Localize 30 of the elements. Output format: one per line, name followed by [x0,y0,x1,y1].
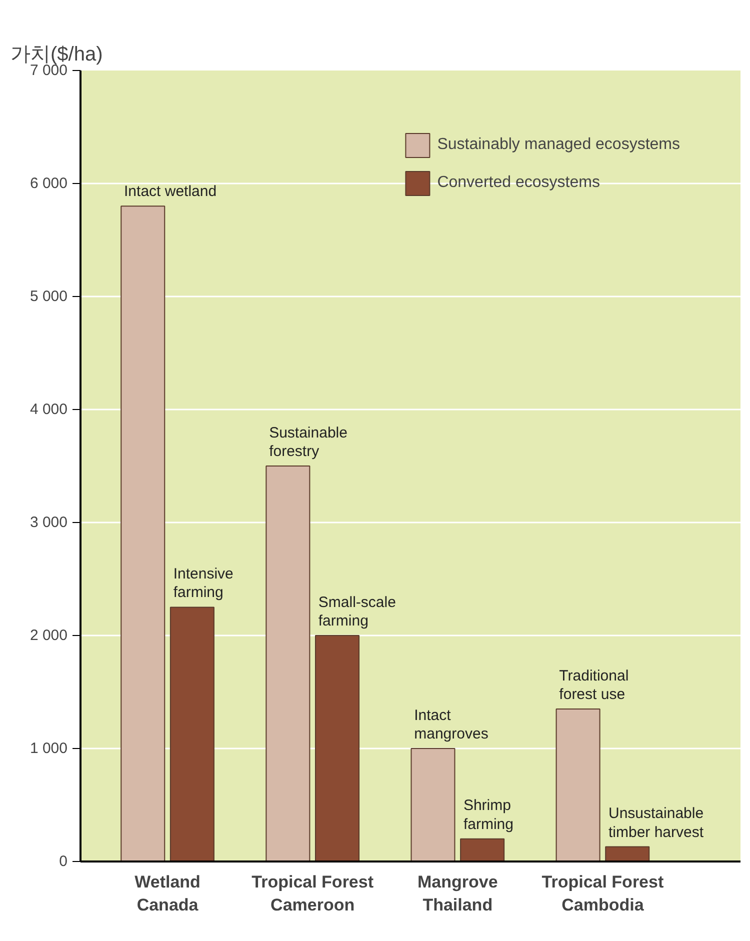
x-tick-label: Mangrove Thailand [417,872,498,914]
annotation: Small-scale farming [318,594,396,630]
annotation: Sustainable forestry [269,424,348,460]
legend-label: Sustainably managed ecosystems [437,136,680,154]
x-tick-label: Wetland Canada [134,872,200,914]
x-tick-label: Tropical Forest Cambodia [542,872,664,914]
bar [170,606,214,862]
bar [120,206,166,862]
y-tick-label: 3 000 [30,514,68,531]
bar [314,635,360,862]
y-tick-label: 4 000 [30,401,68,418]
annotation: Intensive farming [173,566,234,602]
y-tick-label: 1 000 [30,740,68,757]
annotation: Shrimp farming [463,797,514,833]
bar [556,708,600,862]
annotation: Traditional forest use [559,667,629,703]
annotation: Intact wetland [124,183,217,200]
y-tick-label: 6 000 [30,175,68,192]
y-axis-title: 가치($/ha) [10,44,103,66]
annotation: Unsustainable timber harvest [608,805,704,841]
legend-label: Converted ecosystems [437,174,600,192]
y-tick-label: 2 000 [30,627,68,644]
annotation: Intact mangroves [414,706,488,742]
bar [605,846,650,862]
y-tick-label: 5 000 [30,288,68,305]
bar [460,838,505,862]
x-tick-label: Tropical Forest Cameroon [252,872,374,914]
bar [266,466,310,862]
bar [410,748,456,862]
y-tick-label: 0 [59,853,68,870]
